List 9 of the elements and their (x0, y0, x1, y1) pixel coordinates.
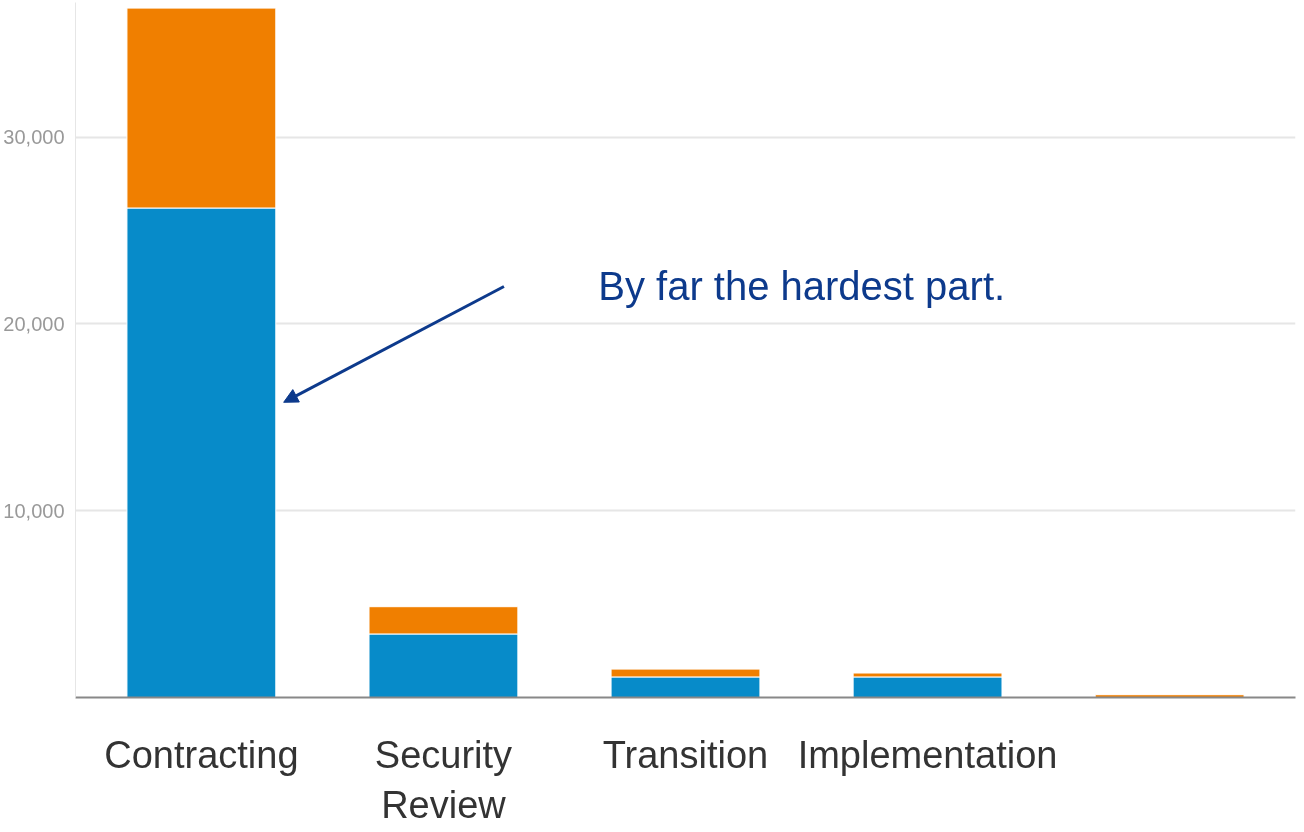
y-tick-label: 30,000 (3, 126, 65, 149)
bar (852, 676, 1003, 698)
annotation: By far the hardest part. (598, 264, 1006, 309)
x-tick-label: Transition (602, 733, 769, 776)
x-tick-label: Contracting (104, 733, 299, 776)
x-tick-label: Security Review (374, 733, 513, 826)
y-tick-label: 10,000 (3, 499, 65, 522)
x-tick-label: Implementation (797, 733, 1058, 776)
y-tick-label: 20,000 (3, 312, 65, 335)
